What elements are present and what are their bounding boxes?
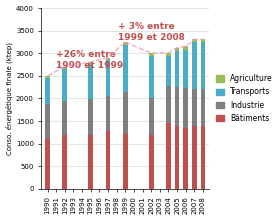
Bar bbox=[106, 58, 110, 60]
Bar bbox=[123, 45, 128, 92]
Bar bbox=[166, 53, 171, 55]
Bar bbox=[62, 69, 67, 101]
Bar bbox=[175, 51, 179, 87]
Bar bbox=[149, 98, 153, 135]
Bar bbox=[183, 128, 188, 189]
Bar bbox=[88, 62, 93, 64]
Bar bbox=[106, 60, 110, 96]
Bar bbox=[175, 48, 179, 51]
Bar bbox=[200, 89, 205, 126]
Legend: Agriculture, Transports, Industrie, Bâtiments: Agriculture, Transports, Industrie, Bâti… bbox=[214, 73, 274, 124]
Bar bbox=[166, 123, 171, 189]
Bar bbox=[192, 89, 197, 126]
Bar bbox=[123, 134, 128, 189]
Y-axis label: Conso. énergétique finale (ktep): Conso. énergétique finale (ktep) bbox=[6, 42, 13, 155]
Bar bbox=[192, 126, 197, 189]
Bar bbox=[62, 135, 67, 189]
Bar bbox=[183, 88, 188, 128]
Bar bbox=[175, 87, 179, 126]
Bar bbox=[200, 42, 205, 89]
Bar bbox=[200, 126, 205, 189]
Bar bbox=[62, 67, 67, 69]
Bar bbox=[62, 101, 67, 135]
Text: +26% entre
1990 et 1999: +26% entre 1990 et 1999 bbox=[56, 50, 123, 70]
Bar bbox=[166, 86, 171, 123]
Bar bbox=[149, 55, 153, 98]
Bar bbox=[88, 135, 93, 189]
Bar bbox=[183, 46, 188, 50]
Bar bbox=[175, 126, 179, 189]
Bar bbox=[106, 131, 110, 189]
Bar bbox=[166, 55, 171, 86]
Bar bbox=[123, 92, 128, 134]
Bar bbox=[200, 39, 205, 42]
Bar bbox=[88, 99, 93, 135]
Bar bbox=[106, 96, 110, 131]
Bar bbox=[192, 39, 197, 42]
Bar bbox=[45, 104, 50, 139]
Bar bbox=[123, 42, 128, 45]
Text: + 3% entre
1999 et 2008: + 3% entre 1999 et 2008 bbox=[118, 22, 185, 42]
Bar bbox=[88, 64, 93, 99]
Bar bbox=[149, 53, 153, 55]
Bar bbox=[192, 42, 197, 89]
Bar bbox=[45, 78, 50, 104]
Bar bbox=[45, 76, 50, 78]
Bar bbox=[183, 50, 188, 88]
Bar bbox=[45, 139, 50, 189]
Bar bbox=[149, 135, 153, 189]
